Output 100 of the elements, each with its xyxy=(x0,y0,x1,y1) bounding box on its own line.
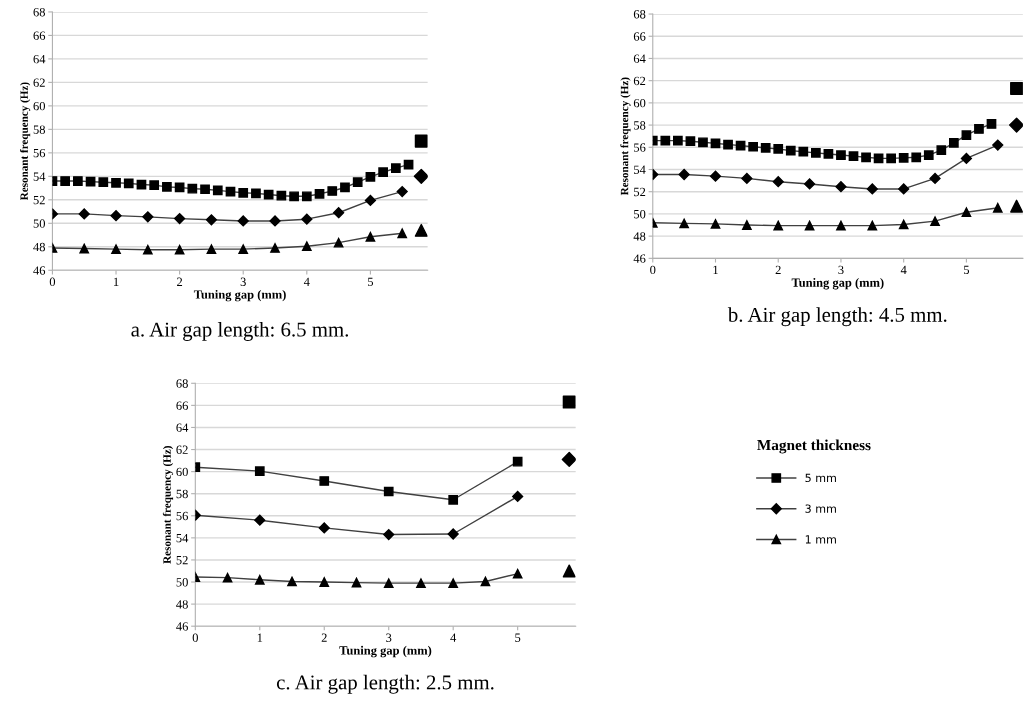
y-tick-label: 50 xyxy=(33,219,46,228)
point xyxy=(314,189,325,199)
legend-label: 5 mm xyxy=(805,473,836,483)
point xyxy=(238,244,249,254)
legend-label: 1 mm xyxy=(805,535,836,544)
x-tick-label: 0 xyxy=(650,265,656,275)
point xyxy=(206,244,217,254)
point xyxy=(710,219,721,229)
x-tick-label: 1 xyxy=(713,265,718,274)
y-tick-label: 62 xyxy=(176,445,188,454)
point xyxy=(301,213,313,225)
point xyxy=(936,145,947,155)
y-tick-label: 64 xyxy=(33,54,46,64)
point xyxy=(174,244,185,255)
y-tick-label: 56 xyxy=(176,511,188,521)
point xyxy=(205,214,218,226)
point xyxy=(848,151,859,162)
x-axis-title: Tuning gap (mm) xyxy=(339,645,432,658)
y-tick-label: 48 xyxy=(33,242,46,252)
x-axis-title: Tuning gap (mm) xyxy=(193,289,286,302)
point xyxy=(222,572,233,583)
point xyxy=(187,183,198,194)
point xyxy=(986,119,997,129)
point xyxy=(742,220,752,230)
y-tick-label: 56 xyxy=(634,143,646,152)
legend-label: 3 mm xyxy=(805,504,836,513)
point xyxy=(836,150,846,160)
point xyxy=(365,172,376,182)
point xyxy=(562,395,576,409)
point xyxy=(898,152,909,163)
y-tick-label: 52 xyxy=(176,556,188,565)
point xyxy=(678,168,690,181)
y-tick-label: 54 xyxy=(33,172,46,181)
point xyxy=(723,139,733,150)
point xyxy=(301,241,312,252)
point xyxy=(111,177,121,188)
point xyxy=(867,220,878,231)
y-tick-label: 60 xyxy=(176,467,188,477)
point xyxy=(1010,199,1023,213)
x-tick-label: 4 xyxy=(303,277,310,286)
y-tick-label: 66 xyxy=(33,31,46,40)
y-tick-label: 64 xyxy=(633,54,646,63)
x-axis-title: Tuning gap (mm) xyxy=(791,278,884,290)
point xyxy=(98,177,109,188)
y-tick-label: 66 xyxy=(633,32,646,41)
point xyxy=(898,219,909,230)
x-tick-label: 0 xyxy=(192,633,198,642)
y-tick-label: 68 xyxy=(33,7,46,17)
y-tick-label: 56 xyxy=(33,148,46,158)
point xyxy=(414,223,428,237)
point xyxy=(562,564,576,578)
y-tick-label: 52 xyxy=(634,187,646,197)
x-tick-label: 3 xyxy=(838,265,844,275)
y-tick-label: 50 xyxy=(176,578,188,587)
x-tick-label: 2 xyxy=(177,277,183,286)
point xyxy=(364,194,377,207)
point xyxy=(835,181,847,193)
x-tick-label: 1 xyxy=(257,633,263,642)
point xyxy=(251,188,261,199)
y-tick-label: 64 xyxy=(176,423,189,432)
point xyxy=(448,494,459,505)
point xyxy=(886,153,896,164)
text: b. Air gap length: 4.5 mm. xyxy=(727,307,947,327)
point xyxy=(785,145,796,156)
point xyxy=(480,576,491,587)
point xyxy=(512,456,523,467)
y-tick-label: 62 xyxy=(633,76,646,86)
x-tick-label: 2 xyxy=(775,265,781,274)
y-tick-label: 52 xyxy=(33,195,45,205)
point xyxy=(254,466,265,476)
y-tick-label: 46 xyxy=(633,254,646,263)
y-tick-label: 68 xyxy=(633,10,646,19)
point xyxy=(73,176,83,186)
y-axis-title: Resonant frequency (Hz) xyxy=(162,446,174,564)
point xyxy=(238,187,249,198)
point xyxy=(301,191,312,202)
point xyxy=(383,486,394,497)
point xyxy=(142,244,153,255)
point xyxy=(383,528,395,541)
point xyxy=(276,190,287,201)
point xyxy=(698,137,708,148)
y-tick-label: 58 xyxy=(33,125,46,134)
point xyxy=(866,183,878,195)
y-tick-label: 50 xyxy=(634,209,646,219)
point xyxy=(811,147,821,158)
point xyxy=(1010,81,1023,95)
point xyxy=(911,152,922,163)
point xyxy=(804,220,815,231)
point xyxy=(685,136,696,147)
x-tick-label: 5 xyxy=(964,265,970,275)
point xyxy=(340,182,350,193)
point xyxy=(78,208,90,220)
point xyxy=(396,185,408,198)
point xyxy=(79,243,90,254)
point xyxy=(1009,117,1023,133)
point xyxy=(319,476,330,486)
point xyxy=(960,152,973,165)
x-tick-label: 4 xyxy=(900,265,907,274)
point xyxy=(961,130,972,140)
y-tick-label: 54 xyxy=(176,533,189,543)
